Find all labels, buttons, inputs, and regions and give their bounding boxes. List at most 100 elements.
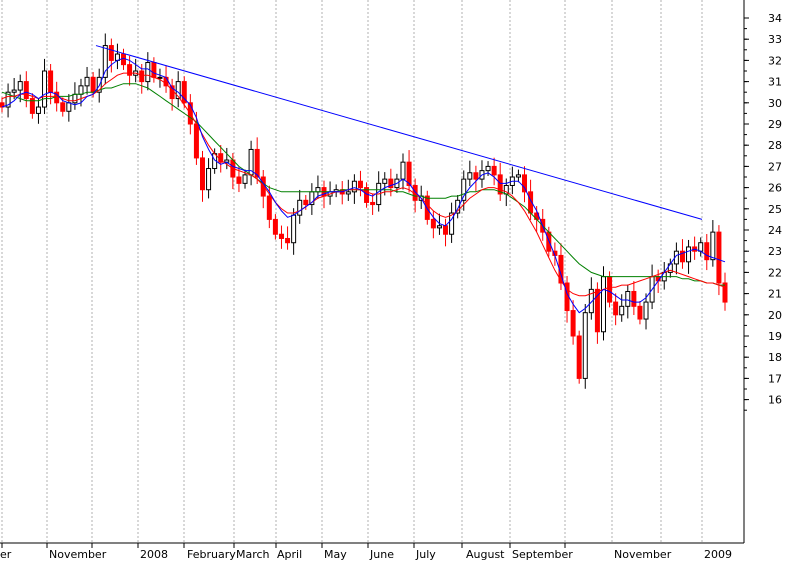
candle-body — [121, 53, 127, 66]
x-tick-label: March — [236, 548, 270, 561]
candle-body — [351, 180, 357, 193]
candle-body — [127, 64, 133, 76]
candle-body — [588, 288, 594, 314]
candle-body — [0, 102, 5, 108]
candle-body — [35, 106, 41, 114]
candle-body — [467, 172, 473, 180]
candle-body — [260, 176, 266, 197]
moving-average-lines — [1, 45, 726, 314]
candle-body — [145, 62, 151, 83]
candle-body — [443, 225, 449, 235]
candle-body — [637, 305, 643, 320]
candle-body — [23, 81, 29, 100]
candle-body — [254, 148, 260, 178]
candle-body — [406, 161, 412, 186]
candle-body — [698, 242, 704, 252]
candle-body — [388, 178, 394, 189]
candlestick-series — [0, 33, 728, 389]
candle-body — [266, 195, 272, 220]
candle-body — [357, 180, 363, 189]
candle-body — [643, 301, 649, 320]
candle-body — [625, 290, 631, 307]
x-tick-label: 2008 — [140, 548, 168, 561]
candle-body — [522, 174, 528, 193]
x-tick-label: April — [277, 548, 302, 561]
candle-body — [206, 168, 212, 191]
x-tick-label: November — [49, 548, 107, 561]
y-tick-label: 34 — [768, 12, 782, 25]
candle-body — [515, 174, 521, 178]
y-tick-label: 32 — [768, 54, 782, 67]
candle-body — [303, 199, 309, 206]
x-tick-label: May — [324, 548, 347, 561]
candle-body — [716, 231, 722, 284]
moving-average-medium-line — [1, 72, 726, 297]
candle-body — [60, 102, 66, 112]
y-tick-label: 19 — [768, 330, 782, 343]
candle-body — [291, 214, 297, 244]
x-tick-label: 2009 — [704, 548, 732, 561]
x-tick-label: er — [0, 548, 12, 561]
candle-body — [449, 212, 455, 235]
candle-body — [157, 76, 163, 79]
candle-body — [455, 199, 461, 214]
candle-body — [181, 81, 187, 104]
y-tick-label: 21 — [768, 288, 782, 301]
y-tick-label: 27 — [768, 160, 782, 173]
x-tick-label: September — [512, 548, 573, 561]
y-tick-label: 33 — [768, 33, 782, 46]
candle-body — [582, 312, 588, 379]
y-tick-label: 16 — [768, 394, 782, 407]
candle-body — [461, 178, 467, 201]
y-tick-label: 26 — [768, 182, 782, 195]
candle-body — [430, 218, 436, 229]
candle-body — [72, 93, 78, 104]
candle-body — [236, 176, 242, 184]
candle-body — [285, 237, 291, 244]
candle-body — [704, 242, 710, 261]
candle-body — [297, 199, 303, 216]
candle-body — [497, 174, 503, 195]
x-tick-label: November — [614, 548, 672, 561]
candle-body — [424, 195, 430, 220]
y-tick-label: 22 — [768, 266, 782, 279]
y-tick-label: 30 — [768, 97, 782, 110]
candle-body — [345, 191, 351, 195]
candle-body — [84, 76, 90, 87]
candle-body — [491, 165, 497, 176]
candle-body — [66, 102, 72, 112]
candle-body — [570, 310, 576, 337]
y-tick-label: 29 — [768, 118, 782, 131]
candle-body — [400, 161, 406, 180]
candle-body — [686, 246, 692, 263]
y-tick-label: 28 — [768, 139, 782, 152]
x-tick-label: July — [415, 548, 436, 561]
candle-body — [485, 165, 491, 172]
candle-body — [139, 70, 145, 83]
candle-body — [48, 70, 54, 93]
candle-body — [370, 201, 376, 206]
candle-body — [102, 45, 108, 78]
y-tick-label: 25 — [768, 203, 782, 216]
candle-body — [613, 301, 619, 316]
y-tick-label: 20 — [768, 309, 782, 322]
candle-body — [679, 250, 685, 263]
y-tick-label: 23 — [768, 245, 782, 258]
moving-average-short-line — [1, 57, 726, 314]
candle-body — [151, 62, 157, 78]
candle-body — [315, 187, 321, 193]
moving-average-long-line — [1, 83, 725, 286]
candle-body — [175, 81, 181, 100]
candle-body — [278, 233, 284, 239]
candle-body — [631, 290, 637, 307]
candle-body — [473, 172, 479, 180]
vertical-gridlines — [1, 0, 703, 543]
candle-body — [199, 157, 205, 191]
candle-body — [193, 123, 199, 159]
candle-body — [90, 76, 96, 93]
candle-body — [42, 70, 48, 108]
x-tick-label: June — [369, 548, 394, 561]
candle-body — [272, 218, 278, 235]
